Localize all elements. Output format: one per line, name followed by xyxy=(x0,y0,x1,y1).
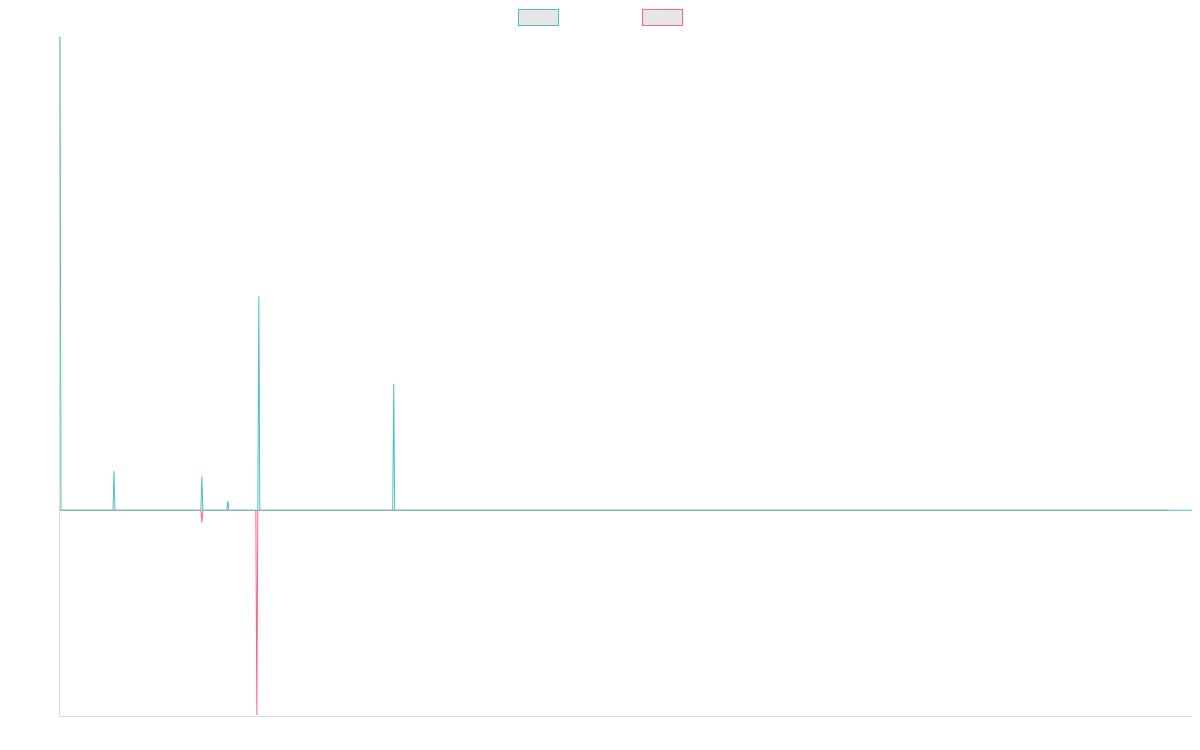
legend-swatch-1[interactable] xyxy=(518,9,559,26)
axes xyxy=(59,36,1192,717)
series-layer xyxy=(59,36,1192,715)
series-line-1 xyxy=(59,36,1192,511)
legend[interactable] xyxy=(518,9,683,26)
series-line-2 xyxy=(60,509,1170,715)
legend-swatch-2[interactable] xyxy=(642,9,683,26)
